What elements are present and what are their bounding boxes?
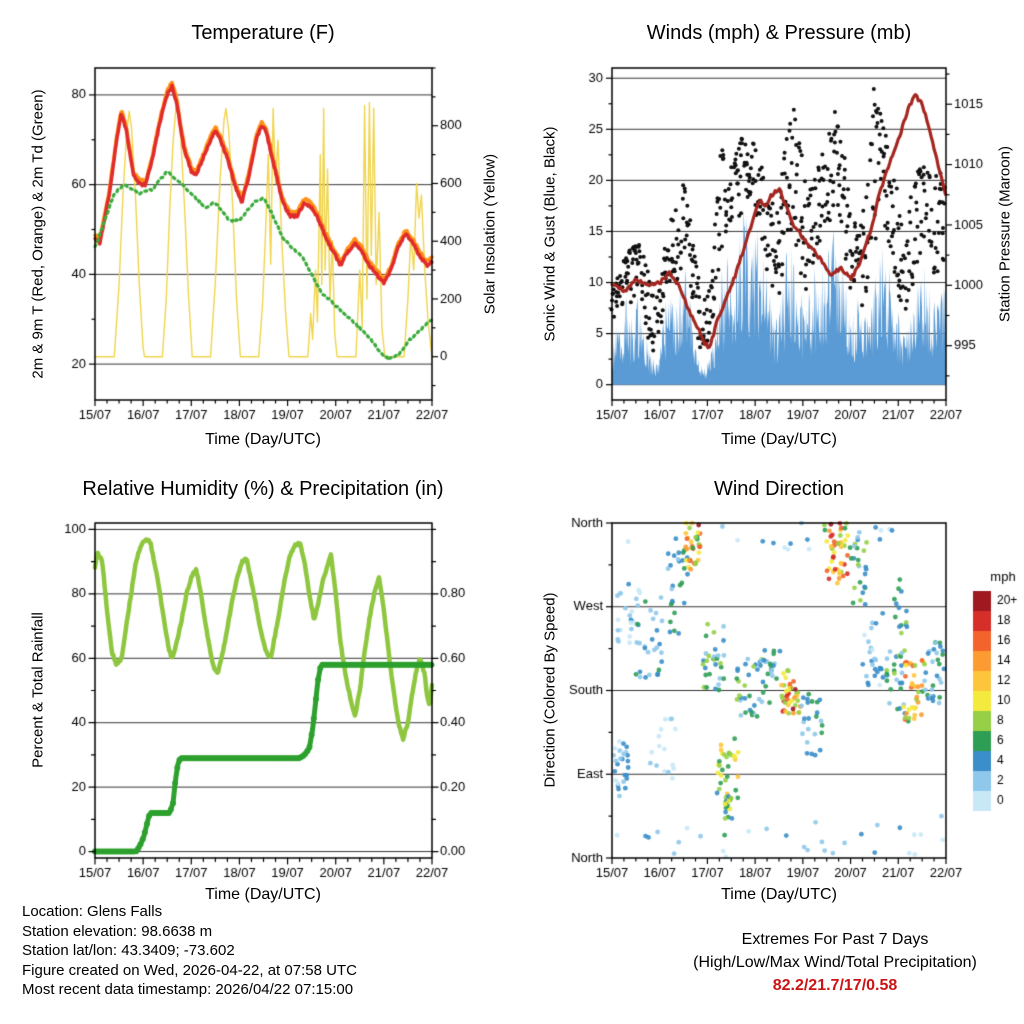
winds-x-axis-label: Time (Day/UTC) [721, 431, 837, 448]
extremes-values: 82.2/21.7/17/0.58 [772, 977, 898, 994]
humidity-left-axis-label: Percent & Total Rainfall [29, 612, 47, 768]
humidity-chart-canvas [55, 501, 505, 885]
temperature-chart-title: Temperature (F) [191, 22, 335, 44]
station-elevation-line: Station elevation: 98.6638 m [22, 922, 213, 940]
temperature-x-axis-label: Time (Day/UTC) [205, 431, 321, 448]
station-info-block: Location: Glens Falls Station elevation:… [22, 902, 357, 1000]
wind-direction-x-axis-label: Time (Day/UTC) [721, 886, 837, 903]
extremes-title: Extremes For Past 7 Days [741, 931, 929, 948]
extremes-block: Extremes For Past 7 Days (High/Low/Max W… [610, 928, 1024, 997]
winds-chart-canvas [567, 46, 1024, 430]
data-timestamp-line: Most recent data timestamp: 2026/04/22 0… [22, 981, 354, 998]
wind-direction-left-axis-label: Direction (Colored By Speed) [541, 592, 559, 788]
winds-chart-title: Winds (mph) & Pressure (mb) [646, 22, 912, 44]
humidity-x-axis-label: Time (Day/UTC) [205, 886, 321, 903]
wind-direction-chart-title: Wind Direction [713, 478, 845, 500]
temperature-left-axis-label: 2m & 9m T (Red, Orange) & 2m Td (Green) [29, 89, 47, 379]
wind-left-axis-label: Sonic Wind & Gust (Blue, Black) [541, 126, 559, 342]
humidity-chart-title: Relative Humidity (%) & Precipitation (i… [82, 478, 444, 500]
station-latlon-line: Station lat/lon: 43.3409; -73.602 [22, 942, 235, 959]
wind-direction-chart-canvas [567, 501, 1024, 885]
extremes-subtitle: (High/Low/Max Wind/Total Precipitation) [693, 954, 977, 971]
station-location-line: Location: Glens Falls [22, 903, 163, 920]
temperature-chart-canvas [55, 46, 505, 430]
figure-created-line: Figure created on Wed, 2026-04-22, at 07… [22, 961, 357, 979]
